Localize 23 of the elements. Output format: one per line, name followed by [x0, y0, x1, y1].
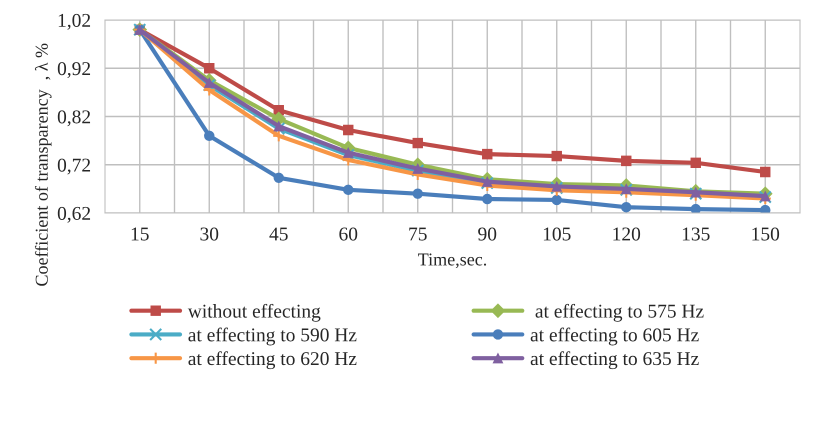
y-tick-label: 0,92 — [58, 62, 90, 78]
legend-label: at effecting to 575 Hz — [536, 304, 704, 322]
legend-label: at effecting to 605 Hz — [530, 328, 699, 346]
y-tick-label: 0,62 — [58, 206, 90, 223]
x-tick-label: 120 — [613, 227, 640, 241]
legend-label: at effecting to 620 Hz — [188, 351, 356, 370]
x-tick-label: 45 — [269, 228, 288, 241]
y-tick-label: 0,82 — [58, 110, 90, 126]
x-axis-title: Time,sec. — [418, 253, 486, 268]
x-tick-label: 30 — [200, 227, 218, 241]
y-axis-title: Coefficient of transparency , λ % — [34, 44, 52, 286]
y-tick-label: 1,02 — [58, 14, 90, 30]
x-tick-label: 90 — [478, 227, 496, 241]
x-tick-label: 105 — [544, 227, 571, 241]
y-tick-label: 0,72 — [58, 158, 90, 174]
x-tick-label: 75 — [409, 228, 427, 241]
x-tick-label: 15 — [132, 228, 149, 241]
x-tick-label: 60 — [339, 227, 358, 241]
x-tick-label: 150 — [752, 227, 780, 241]
x-tick-label: 135 — [682, 228, 710, 241]
legend-label: without effecting — [188, 304, 320, 322]
legend-label: at effecting to 635 Hz — [530, 351, 699, 370]
legend-label: at effecting to 590 Hz — [188, 328, 356, 346]
